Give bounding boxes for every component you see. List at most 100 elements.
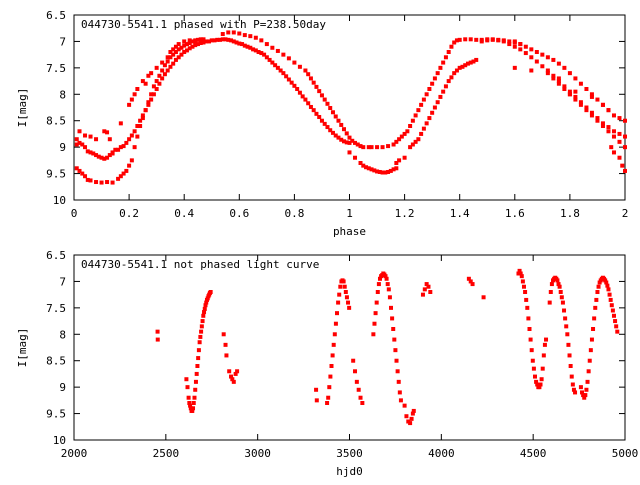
data-point [233,371,238,376]
data-point [195,37,200,42]
data-point [523,44,528,49]
data-point [565,332,570,337]
x-tick-label: 2000 [61,447,88,460]
data-point [424,121,429,126]
data-point [155,329,160,334]
data-point [573,97,578,102]
data-point [94,180,99,185]
data-point [361,163,366,168]
data-point [176,47,181,52]
data-point [573,390,578,395]
data-point [314,398,319,403]
data-point [580,390,585,395]
data-point [516,271,521,276]
data-point [329,364,334,368]
y-tick-label: 9.5 [46,168,66,181]
data-point [339,122,344,127]
data-point [308,104,313,109]
data-point [463,63,468,68]
data-point [512,65,517,70]
data-point [556,79,561,84]
data-point [327,385,332,390]
data-point [328,128,333,133]
data-point [306,101,311,106]
data-point [377,276,382,281]
data-point [490,37,495,42]
data-point [611,134,616,139]
data-point [105,130,110,135]
data-point [206,39,211,44]
data-point [341,279,346,284]
y-axis-label: I[mag] [16,88,29,128]
data-point [176,55,181,60]
data-point [353,369,358,374]
data-point [394,358,399,363]
data-point [386,144,391,149]
data-point [107,153,112,158]
data-point [143,81,148,86]
data-point [611,150,616,155]
data-point [191,401,196,405]
data-point [581,393,586,398]
data-point [529,348,534,353]
data-point [578,102,583,107]
data-point [518,271,523,276]
data-point [223,342,228,347]
data-point [165,55,170,60]
data-point [151,84,156,89]
data-point [383,274,388,279]
data-point [116,176,121,181]
data-point [344,131,349,136]
data-point [397,390,402,395]
data-point [535,382,540,387]
data-point [160,60,165,65]
data-point [428,290,433,294]
data-point [397,137,402,142]
data-point [388,168,393,173]
data-point [242,33,247,38]
data-point [560,300,565,305]
data-point [564,324,569,329]
data-point [600,124,605,128]
data-point [358,144,363,149]
data-point [604,280,609,285]
data-point [193,43,198,48]
data-point [589,113,594,118]
data-point [410,142,415,147]
data-point [231,39,236,44]
data-point [557,284,562,289]
data-point [173,57,178,62]
data-point [600,121,605,126]
data-point [335,311,340,316]
data-point [292,83,297,88]
data-point [519,274,524,279]
data-point [396,379,401,384]
data-point [102,156,107,161]
data-point [534,59,539,64]
data-point [270,60,275,65]
data-point [162,63,167,68]
data-point [135,124,140,128]
data-point [373,311,378,316]
data-point [533,374,538,379]
data-point [369,167,374,172]
data-point [551,76,556,81]
data-point [355,142,360,147]
data-point [507,39,512,44]
data-point [168,64,173,69]
data-point [606,108,611,113]
data-point [377,169,382,174]
data-point [140,116,145,121]
data-point [328,374,333,379]
data-point [338,284,343,289]
data-point [314,111,319,116]
data-point [595,290,600,294]
data-point [541,353,546,358]
data-point [443,84,448,89]
data-point [171,52,176,57]
data-point [567,353,572,358]
data-point [540,52,545,57]
data-point [389,305,394,310]
data-point [353,155,358,160]
